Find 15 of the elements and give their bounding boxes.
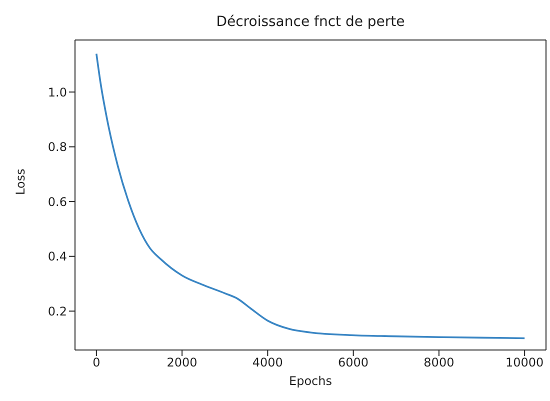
y-tick-label: 0.4 [48,250,67,264]
y-tick-label: 0.8 [48,140,67,154]
x-axis-title: Epochs [289,374,332,388]
x-tick-label: 10000 [505,356,544,370]
y-tick-label: 0.2 [48,304,67,318]
x-tick-label: 2000 [166,356,198,370]
x-tick-label: 4000 [252,356,283,370]
y-tick-label: 1.0 [48,85,67,100]
x-tick-label: 6000 [338,356,369,370]
y-tick-label: 0.6 [48,194,67,209]
chart-title: Décroissance fnct de perte [215,14,406,30]
x-tick-label: 8000 [424,356,454,370]
x-tick-label: 0 [92,356,100,370]
line-series [96,52,526,340]
y-axis-title: Loss [13,168,28,195]
